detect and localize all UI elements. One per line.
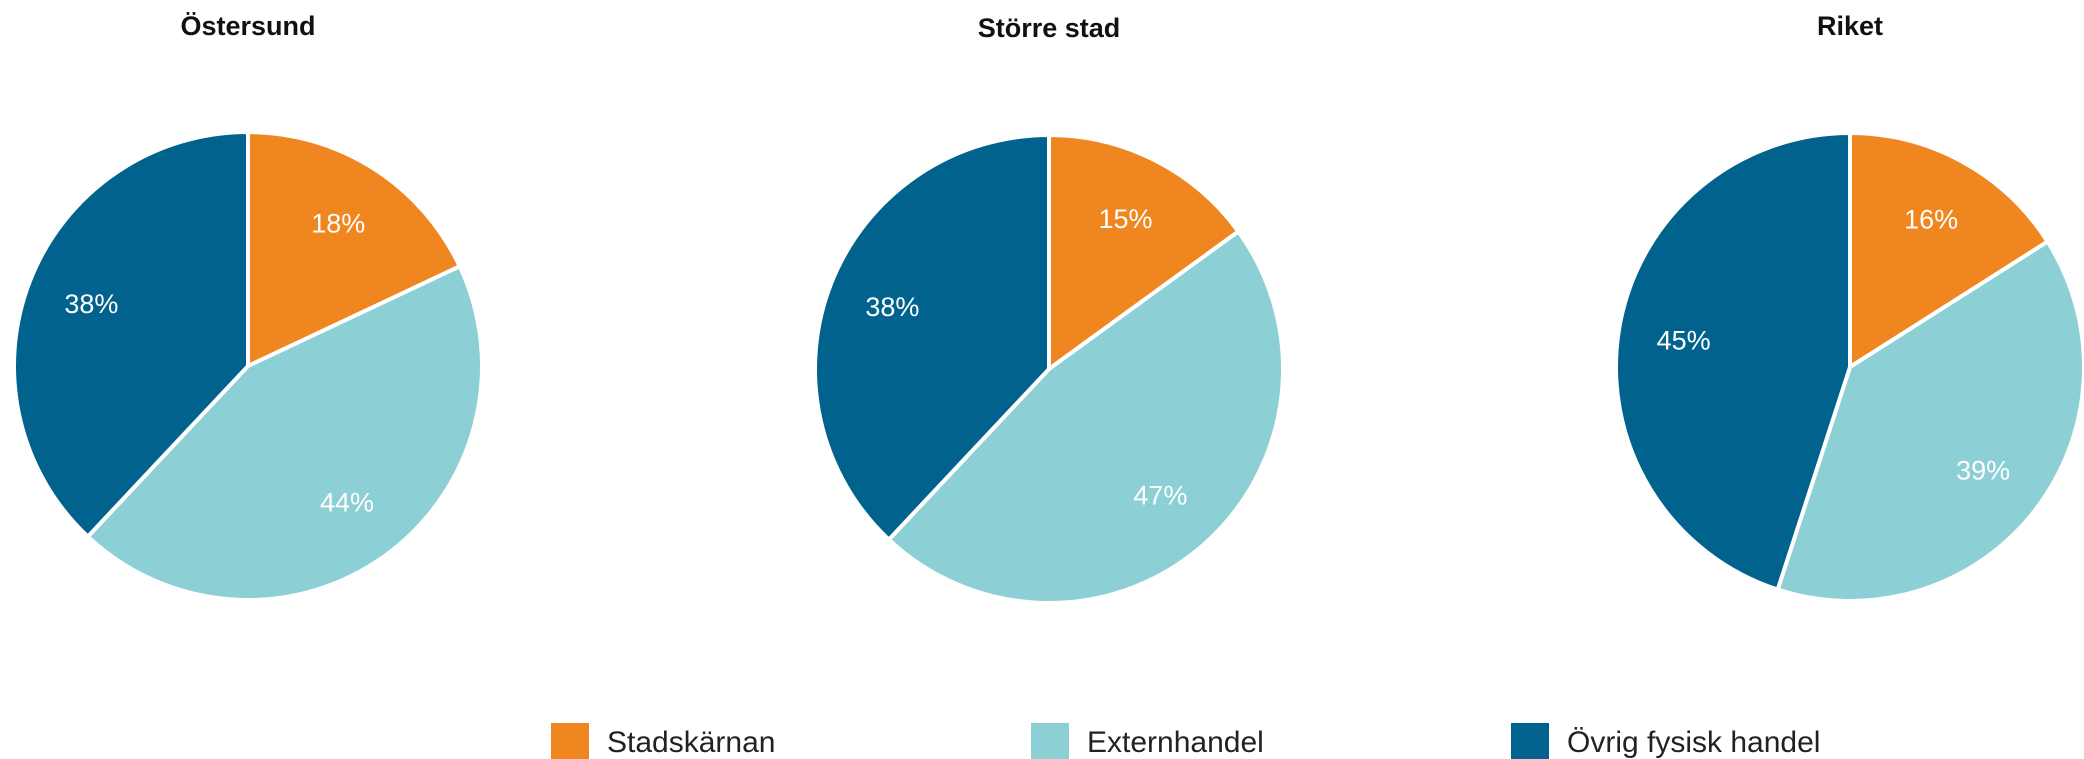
pie-slice-stadskarnan xyxy=(246,130,462,368)
pie-slice-externhandel xyxy=(886,229,1285,606)
pie-title: Riket xyxy=(1817,11,1883,41)
pie-title: Östersund xyxy=(180,11,315,41)
slice-label-ovrig-fysisk-handel: 45% xyxy=(1657,326,1711,356)
legend-swatch xyxy=(1031,723,1069,759)
pie-chart-storre-stad: Större stad 15% 47% 38% xyxy=(813,13,1285,606)
pie-slice-ovrig-fysisk-handel xyxy=(813,133,1051,542)
legend-label: Externhandel xyxy=(1087,726,1264,759)
pie-slice-externhandel xyxy=(85,264,484,602)
pie-slices: 15% 47% 38% xyxy=(813,133,1285,606)
pie-title: Större stad xyxy=(978,13,1121,43)
pie-slice-stadskarnan xyxy=(1848,131,2050,369)
pie-slice-externhandel xyxy=(1775,239,2084,603)
legend-swatch xyxy=(551,723,589,759)
pie-slices: 18% 44% 38% xyxy=(12,130,484,602)
slice-label-externhandel: 39% xyxy=(1956,455,2010,485)
slice-label-ovrig-fysisk-handel: 38% xyxy=(865,292,919,322)
pie-slice-ovrig-fysisk-handel xyxy=(1614,131,1852,592)
legend-label: Övrig fysisk handel xyxy=(1567,726,1820,759)
legend-item-stadskarnan: Stadskärnan xyxy=(551,723,775,759)
slice-label-externhandel: 44% xyxy=(320,487,374,517)
legend-swatch xyxy=(1511,723,1549,759)
pie-chart-riket: Riket 16% 39% 45% xyxy=(1614,11,2084,603)
legend-item-ovrig-fysisk-handel: Övrig fysisk handel xyxy=(1511,723,1820,759)
legend-item-externhandel: Externhandel xyxy=(1031,723,1264,759)
legend-label: Stadskärnan xyxy=(607,726,775,759)
pie-slice-ovrig-fysisk-handel xyxy=(12,130,250,539)
pie-chart-ostersund: Östersund 18% 44% 38% xyxy=(12,11,484,602)
slice-label-externhandel: 47% xyxy=(1133,480,1187,510)
slice-label-stadskarnan: 15% xyxy=(1098,204,1152,234)
slice-label-ovrig-fysisk-handel: 38% xyxy=(64,289,118,319)
slice-label-stadskarnan: 18% xyxy=(311,209,365,239)
pie-slice-stadskarnan xyxy=(1047,133,1241,371)
pie-slices: 16% 39% 45% xyxy=(1614,131,2084,603)
legend: Stadskärnan Externhandel Övrig fysisk ha… xyxy=(551,723,1820,759)
slice-label-stadskarnan: 16% xyxy=(1904,204,1958,234)
